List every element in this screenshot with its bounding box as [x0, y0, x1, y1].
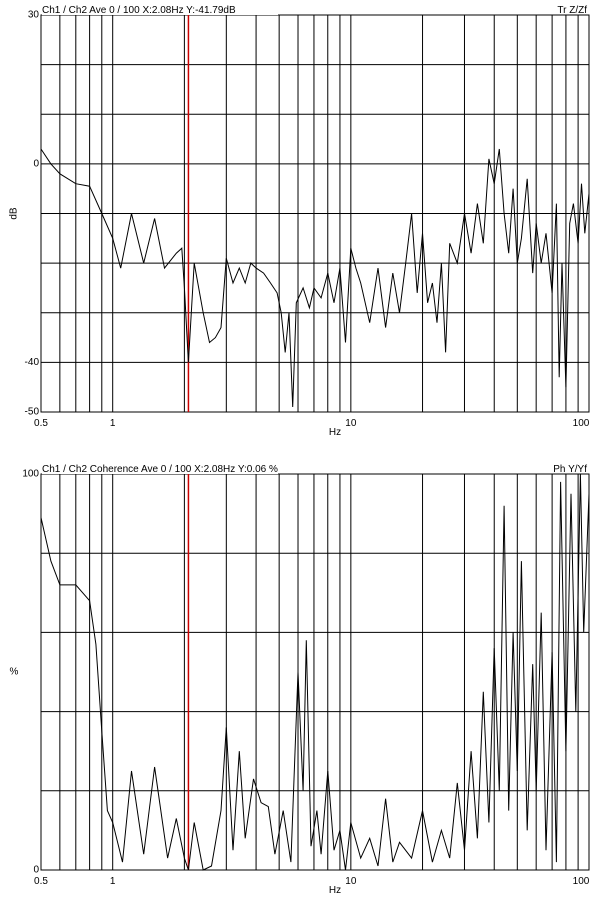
header-bg — [42, 4, 278, 15]
annotation: Ph Y/Yf — [553, 464, 587, 475]
data-line — [40, 148, 590, 408]
x-tick-label: 10 — [345, 418, 357, 429]
y-axis-label: dB — [9, 207, 20, 220]
y-axis-label: % — [10, 667, 19, 678]
x-tick-label: 10 — [345, 876, 357, 887]
x-tick-label: 0.5 — [34, 418, 48, 429]
x-axis-label: Hz — [329, 427, 341, 438]
data-line — [40, 473, 590, 871]
chart-title: Ch1 / Ch2 Coherence Ave 0 / 100 X:2.08Hz… — [42, 464, 278, 475]
y-tick-label: 0 — [33, 865, 39, 876]
header-bg — [42, 463, 278, 474]
x-axis-label: Hz — [329, 885, 341, 896]
y-tick-label: 0 — [33, 159, 39, 170]
plot-frame — [40, 473, 590, 871]
annotation: Tr Z/Zf — [557, 5, 587, 16]
y-tick-label: 30 — [28, 10, 40, 21]
y-tick-label: 100 — [22, 469, 39, 480]
chart-title: Ch1 / Ch2 Ave 0 / 100 X:2.08Hz Y:-41.79d… — [42, 5, 236, 16]
x-tick-label: 100 — [573, 418, 590, 429]
y-tick-label: -40 — [25, 357, 40, 368]
x-tick-label: 0.5 — [34, 876, 48, 887]
x-tick-label: 1 — [110, 418, 116, 429]
x-tick-label: 1 — [110, 876, 116, 887]
x-tick-label: 100 — [573, 876, 590, 887]
plot-frame — [40, 14, 590, 413]
y-tick-label: -50 — [25, 407, 40, 418]
